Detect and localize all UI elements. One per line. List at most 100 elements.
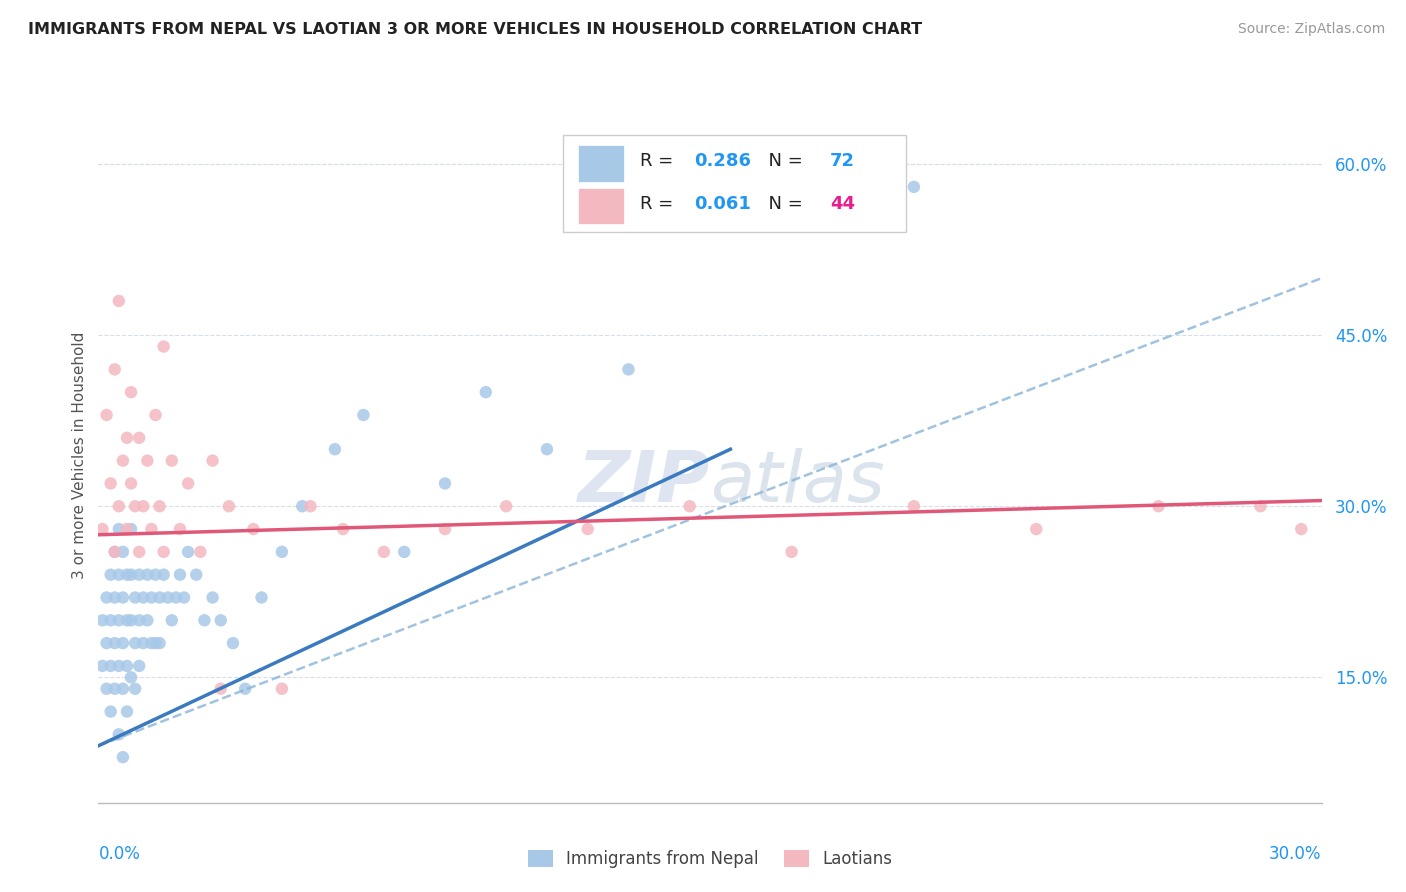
Point (91, 613, 114, 627)
Point (218, 500, 240, 514)
Point (145, 408, 167, 422)
Point (111, 591, 134, 605)
Legend: Immigrants from Nepal, Laotians: Immigrants from Nepal, Laotians (522, 843, 898, 874)
Point (115, 659, 138, 673)
Point (100, 613, 122, 627)
Point (903, 180, 925, 194)
Point (120, 613, 142, 627)
Text: ZIP: ZIP (578, 449, 710, 517)
Point (332, 522, 354, 536)
Point (1291, 522, 1313, 536)
Point (124, 636, 146, 650)
Point (149, 636, 172, 650)
Point (679, 500, 702, 514)
Point (718, 214, 742, 228)
Point (104, 591, 127, 605)
Point (250, 591, 273, 605)
Point (100, 659, 122, 673)
Point (124, 681, 146, 696)
Point (108, 613, 131, 627)
Point (111, 453, 134, 467)
Text: N =: N = (756, 194, 808, 212)
Text: atlas: atlas (710, 449, 884, 517)
Point (104, 362, 127, 376)
Text: 0.0%: 0.0% (98, 845, 141, 863)
Point (132, 500, 155, 514)
Point (120, 567, 142, 582)
Point (291, 500, 314, 514)
Point (141, 591, 163, 605)
Point (104, 545, 127, 559)
Text: N =: N = (756, 152, 808, 169)
Point (352, 408, 374, 422)
Point (111, 681, 134, 696)
FancyBboxPatch shape (578, 188, 624, 225)
Point (169, 567, 191, 582)
Point (136, 453, 159, 467)
Point (128, 613, 150, 627)
Point (149, 500, 172, 514)
Point (141, 522, 163, 536)
Point (434, 476, 457, 491)
Point (136, 613, 159, 627)
Point (474, 385, 498, 400)
Text: Source: ZipAtlas.com: Source: ZipAtlas.com (1237, 22, 1385, 37)
Point (108, 293, 131, 308)
Point (108, 659, 131, 673)
Point (434, 522, 457, 536)
Point (270, 545, 294, 559)
Point (100, 567, 122, 582)
Point (100, 705, 122, 719)
Point (201, 453, 224, 467)
Point (91, 522, 114, 536)
FancyBboxPatch shape (564, 135, 905, 232)
Y-axis label: 3 or more Vehicles in Household: 3 or more Vehicles in Household (72, 331, 87, 579)
Point (169, 522, 191, 536)
Point (96, 591, 118, 605)
Text: R =: R = (640, 194, 679, 212)
FancyBboxPatch shape (578, 145, 624, 182)
Point (108, 522, 131, 536)
Point (188, 545, 212, 559)
Point (115, 705, 138, 719)
Point (165, 591, 187, 605)
Point (156, 591, 179, 605)
Point (108, 567, 131, 582)
Point (160, 613, 183, 627)
Point (120, 522, 142, 536)
Point (617, 362, 640, 376)
Text: 30.0%: 30.0% (1270, 845, 1322, 863)
Point (903, 500, 925, 514)
Point (780, 545, 803, 559)
Point (120, 476, 142, 491)
Point (100, 476, 122, 491)
Point (160, 453, 183, 467)
Text: 72: 72 (830, 152, 855, 169)
Point (177, 476, 200, 491)
Point (222, 636, 245, 650)
Point (576, 522, 599, 536)
Point (152, 567, 174, 582)
Point (115, 431, 138, 445)
Point (91, 659, 114, 673)
Point (145, 636, 167, 650)
Point (115, 613, 138, 627)
Point (152, 545, 174, 559)
Point (201, 591, 224, 605)
Point (152, 340, 174, 354)
Text: R =: R = (640, 152, 679, 169)
Point (124, 500, 146, 514)
Point (111, 545, 134, 559)
Point (173, 591, 195, 605)
Point (96, 636, 118, 650)
Point (323, 442, 346, 457)
Point (536, 442, 558, 457)
Point (108, 727, 131, 741)
Point (1025, 522, 1047, 536)
Point (132, 591, 155, 605)
Point (120, 385, 142, 400)
Point (124, 591, 146, 605)
Point (128, 567, 150, 582)
Point (104, 636, 127, 650)
Point (141, 636, 163, 650)
